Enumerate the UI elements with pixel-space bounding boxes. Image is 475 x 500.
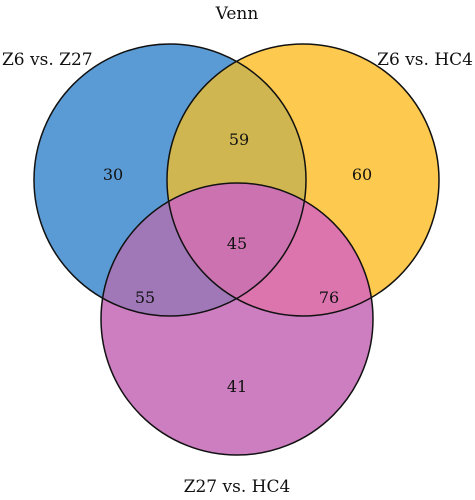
diagram-title: Venn xyxy=(215,4,259,24)
region-b-only-count: 60 xyxy=(352,165,372,184)
set-a-outline xyxy=(33,43,307,317)
region-c-only-count: 41 xyxy=(227,377,247,396)
region-a-only-count: 30 xyxy=(103,165,123,184)
set-c-outline xyxy=(100,182,374,456)
region-ab-count: 59 xyxy=(229,130,249,149)
set-a-label: Z6 vs. Z27 xyxy=(2,50,93,70)
region-bc-count: 76 xyxy=(319,288,339,307)
region-abc-count: 45 xyxy=(227,234,247,253)
set-c-label: Z27 vs. HC4 xyxy=(184,477,291,497)
region-ac-count: 55 xyxy=(135,288,155,307)
set-b-label: Z6 vs. HC4 xyxy=(377,50,473,70)
set-b-outline xyxy=(166,43,440,317)
